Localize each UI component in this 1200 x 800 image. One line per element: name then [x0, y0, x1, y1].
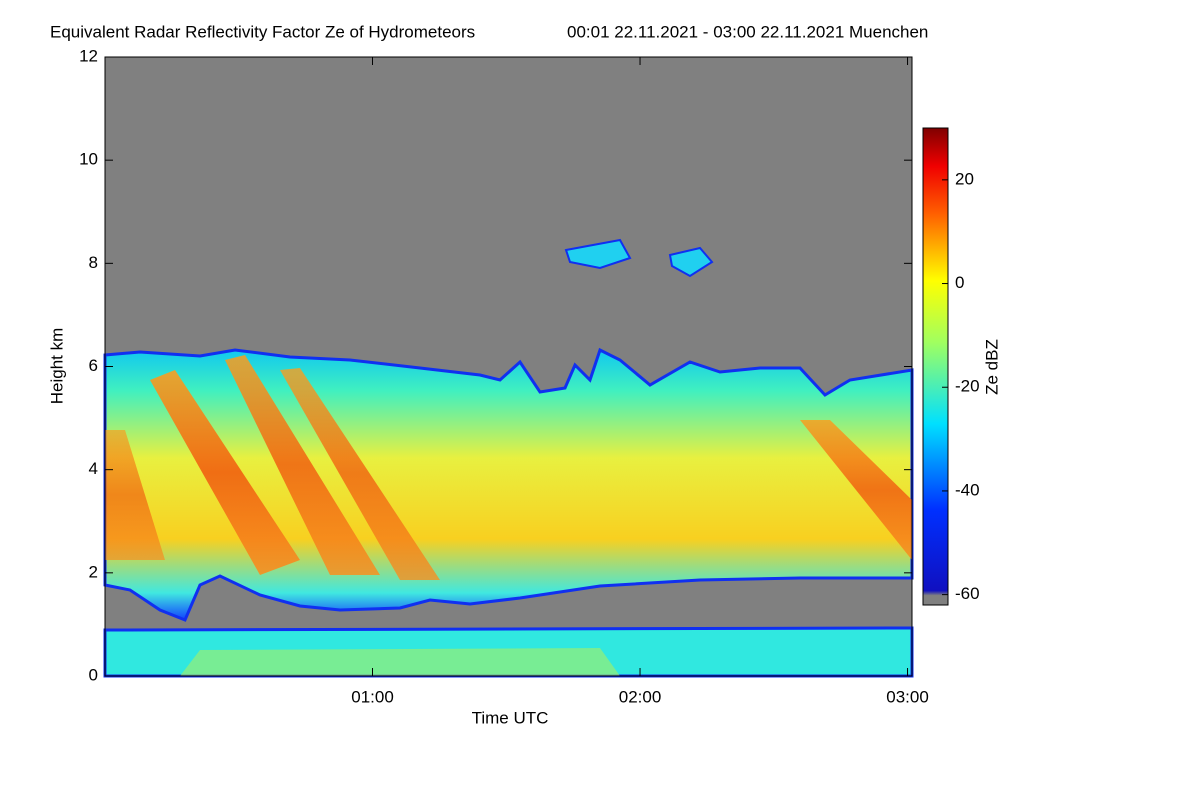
x-axis-label: Time UTC: [472, 708, 549, 727]
streak: [280, 368, 440, 580]
streak: [150, 370, 300, 575]
y-tick-label: 4: [89, 459, 98, 478]
x-tick-label: 01:00: [351, 687, 394, 706]
y-tick-label: 2: [89, 562, 98, 581]
colorbar-tick-label: -40: [955, 480, 980, 499]
ice-patch: [668, 246, 714, 278]
chart-subtitle: 00:01 22.11.2021 - 03:00 22.11.2021 Muen…: [567, 22, 928, 41]
colorbar: [922, 127, 949, 606]
x-tick-label: 02:00: [619, 687, 662, 706]
y-tick-label: 6: [89, 356, 98, 375]
colorbar-label: Ze dBZ: [982, 339, 1001, 395]
reflectivity-field: [103, 56, 914, 678]
cloud-layer: [103, 347, 914, 622]
colorbar-tick-label: -60: [955, 584, 980, 603]
y-axis-label: Height km: [47, 328, 66, 405]
colorbar-tick-label: 20: [955, 169, 974, 188]
streak: [800, 420, 912, 560]
y-tick-label: 10: [79, 150, 98, 169]
colorbar-tick-label: -20: [955, 377, 980, 396]
y-tick-label: 0: [89, 665, 98, 684]
y-tick-label: 8: [89, 253, 98, 272]
streak: [105, 430, 165, 560]
x-tick-label: 03:00: [886, 687, 929, 706]
ice-patch: [564, 238, 632, 270]
low-layer-core: [180, 648, 620, 676]
streak: [225, 355, 380, 575]
colorbar-tick-label: 0: [955, 273, 964, 292]
chart-title: Equivalent Radar Reflectivity Factor Ze …: [50, 22, 475, 41]
y-tick-label: 12: [79, 46, 98, 65]
